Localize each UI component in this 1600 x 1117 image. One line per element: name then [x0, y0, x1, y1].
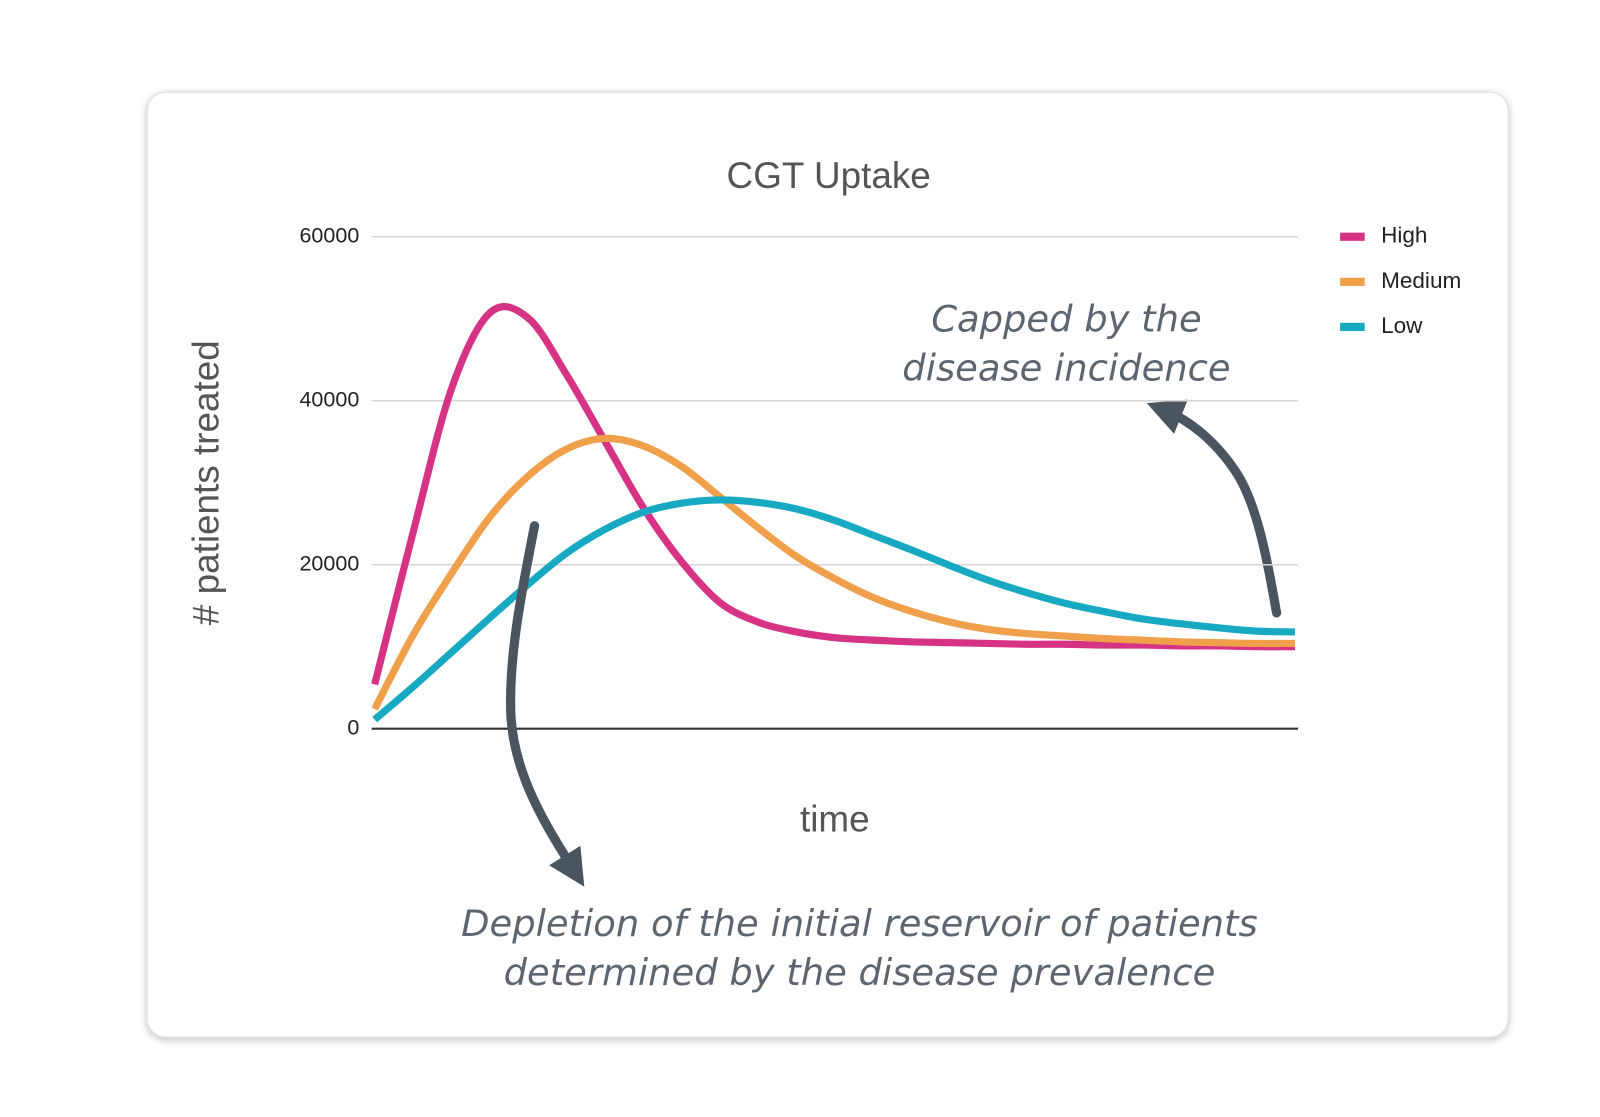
legend-label: High: [1381, 223, 1427, 248]
annotation-depletion: Depletion of the initial reservoir of pa…: [461, 902, 1258, 994]
annotation-cap: Capped by the disease incidence: [902, 297, 1282, 618]
legend-label: Low: [1381, 313, 1423, 338]
annotation: determined by the disease prevalence: [504, 951, 1216, 994]
y-tick-label: 60000: [299, 223, 359, 247]
chart-title: CGT Uptake: [727, 155, 931, 196]
arrow: [505, 521, 585, 887]
legend-swatch: [1340, 322, 1365, 332]
series-line: [371, 303, 1296, 686]
legend-swatch: [1340, 277, 1365, 286]
y-tick-label: 20000: [299, 551, 359, 575]
legend-swatch: [1340, 232, 1365, 241]
series-line: [371, 434, 1296, 711]
y-tick-label: 0: [347, 715, 359, 739]
x-axis-label: time: [800, 799, 870, 840]
y-axis-label: # patients treated: [185, 340, 226, 625]
y-tick-label: 40000: [299, 387, 359, 411]
annotation: disease incidence: [902, 346, 1230, 389]
annotation: Capped by the: [931, 297, 1201, 340]
legend-label: Medium: [1381, 268, 1461, 293]
annotation: Depletion of the initial reservoir of pa…: [461, 902, 1258, 945]
arrow: [1146, 399, 1282, 618]
